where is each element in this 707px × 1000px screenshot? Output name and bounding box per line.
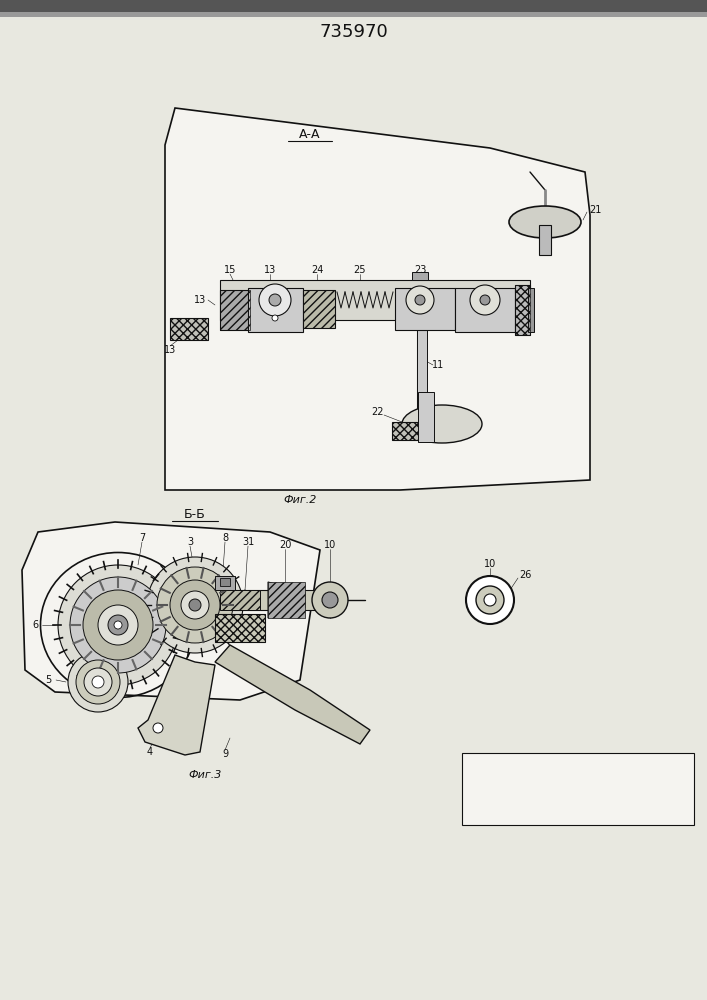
- Text: 22: 22: [370, 407, 383, 417]
- Circle shape: [466, 576, 514, 624]
- Circle shape: [189, 599, 201, 611]
- Circle shape: [476, 586, 504, 614]
- Bar: [268, 582, 305, 618]
- Bar: [0, 12, 707, 17]
- Text: 13: 13: [264, 265, 276, 275]
- Text: 13: 13: [194, 295, 206, 305]
- Text: 24: 24: [311, 265, 323, 275]
- Text: 8: 8: [222, 533, 228, 543]
- Circle shape: [322, 592, 338, 608]
- Bar: [418, 392, 434, 442]
- Polygon shape: [165, 108, 590, 490]
- Bar: [528, 288, 534, 332]
- Bar: [515, 285, 530, 335]
- Text: 10: 10: [484, 559, 496, 569]
- Circle shape: [269, 294, 281, 306]
- Text: Филиал ППП "Патент",: Филиал ППП "Патент",: [516, 798, 640, 808]
- Bar: [248, 288, 303, 332]
- Bar: [0, 0, 707, 12]
- Circle shape: [68, 652, 128, 712]
- Circle shape: [147, 557, 243, 653]
- Text: 13: 13: [164, 345, 176, 355]
- Bar: [455, 288, 515, 332]
- Circle shape: [470, 285, 500, 315]
- Polygon shape: [268, 582, 305, 618]
- Circle shape: [92, 676, 104, 688]
- Circle shape: [272, 315, 278, 321]
- Text: Фиг.2: Фиг.2: [284, 495, 317, 505]
- Polygon shape: [22, 522, 320, 700]
- Circle shape: [70, 577, 166, 673]
- Circle shape: [98, 605, 138, 645]
- Bar: [515, 285, 530, 335]
- Text: 31: 31: [242, 537, 254, 547]
- Ellipse shape: [509, 206, 581, 238]
- Bar: [220, 578, 230, 586]
- Text: Б-Б: Б-Б: [184, 508, 206, 522]
- Text: 7: 7: [139, 533, 145, 543]
- Circle shape: [153, 723, 163, 733]
- Text: 21: 21: [589, 205, 601, 215]
- Text: 26: 26: [519, 570, 531, 580]
- Text: 4: 4: [147, 747, 153, 757]
- Text: 9: 9: [222, 749, 228, 759]
- Text: Фиг.3: Фиг.3: [188, 770, 222, 780]
- Text: г.Ужгород,ул.Проектная,4: г.Ужгород,ул.Проектная,4: [506, 810, 650, 820]
- Text: ЦНИИПИ Заказ 2417/35: ЦНИИПИ Заказ 2417/35: [514, 758, 642, 768]
- Bar: [170, 318, 208, 340]
- Text: 15: 15: [224, 265, 236, 275]
- Text: 6: 6: [32, 620, 38, 630]
- Circle shape: [480, 295, 490, 305]
- Bar: [220, 290, 250, 330]
- Text: А-А: А-А: [299, 128, 321, 141]
- Bar: [412, 272, 428, 280]
- Text: 25: 25: [354, 265, 366, 275]
- Text: 10: 10: [324, 540, 336, 550]
- Circle shape: [484, 594, 496, 606]
- Text: 3: 3: [187, 537, 193, 547]
- Bar: [215, 576, 235, 590]
- Bar: [220, 290, 250, 330]
- Bar: [215, 614, 265, 642]
- Polygon shape: [215, 645, 370, 744]
- Bar: [462, 753, 694, 825]
- Text: Тираж 1019 Подписное: Тираж 1019 Подписное: [513, 770, 643, 780]
- Circle shape: [114, 621, 122, 629]
- Bar: [220, 280, 530, 320]
- Circle shape: [157, 567, 233, 643]
- Bar: [539, 225, 551, 255]
- Circle shape: [170, 580, 220, 630]
- Bar: [220, 590, 260, 610]
- Circle shape: [406, 286, 434, 314]
- Circle shape: [415, 295, 425, 305]
- Circle shape: [312, 582, 348, 618]
- Circle shape: [181, 591, 209, 619]
- Circle shape: [83, 590, 153, 660]
- Circle shape: [84, 668, 112, 696]
- Bar: [392, 422, 420, 440]
- Text: 20: 20: [279, 540, 291, 550]
- Ellipse shape: [402, 405, 482, 443]
- Circle shape: [58, 565, 178, 685]
- Polygon shape: [138, 655, 215, 755]
- Text: 11: 11: [432, 360, 444, 370]
- Text: 23: 23: [414, 265, 426, 275]
- Bar: [395, 288, 455, 330]
- Circle shape: [108, 615, 128, 635]
- Text: 735970: 735970: [320, 23, 388, 41]
- Text: 5: 5: [45, 675, 51, 685]
- Circle shape: [259, 284, 291, 316]
- Circle shape: [76, 660, 120, 704]
- Bar: [303, 290, 335, 328]
- Bar: [195, 590, 330, 610]
- Bar: [417, 320, 427, 420]
